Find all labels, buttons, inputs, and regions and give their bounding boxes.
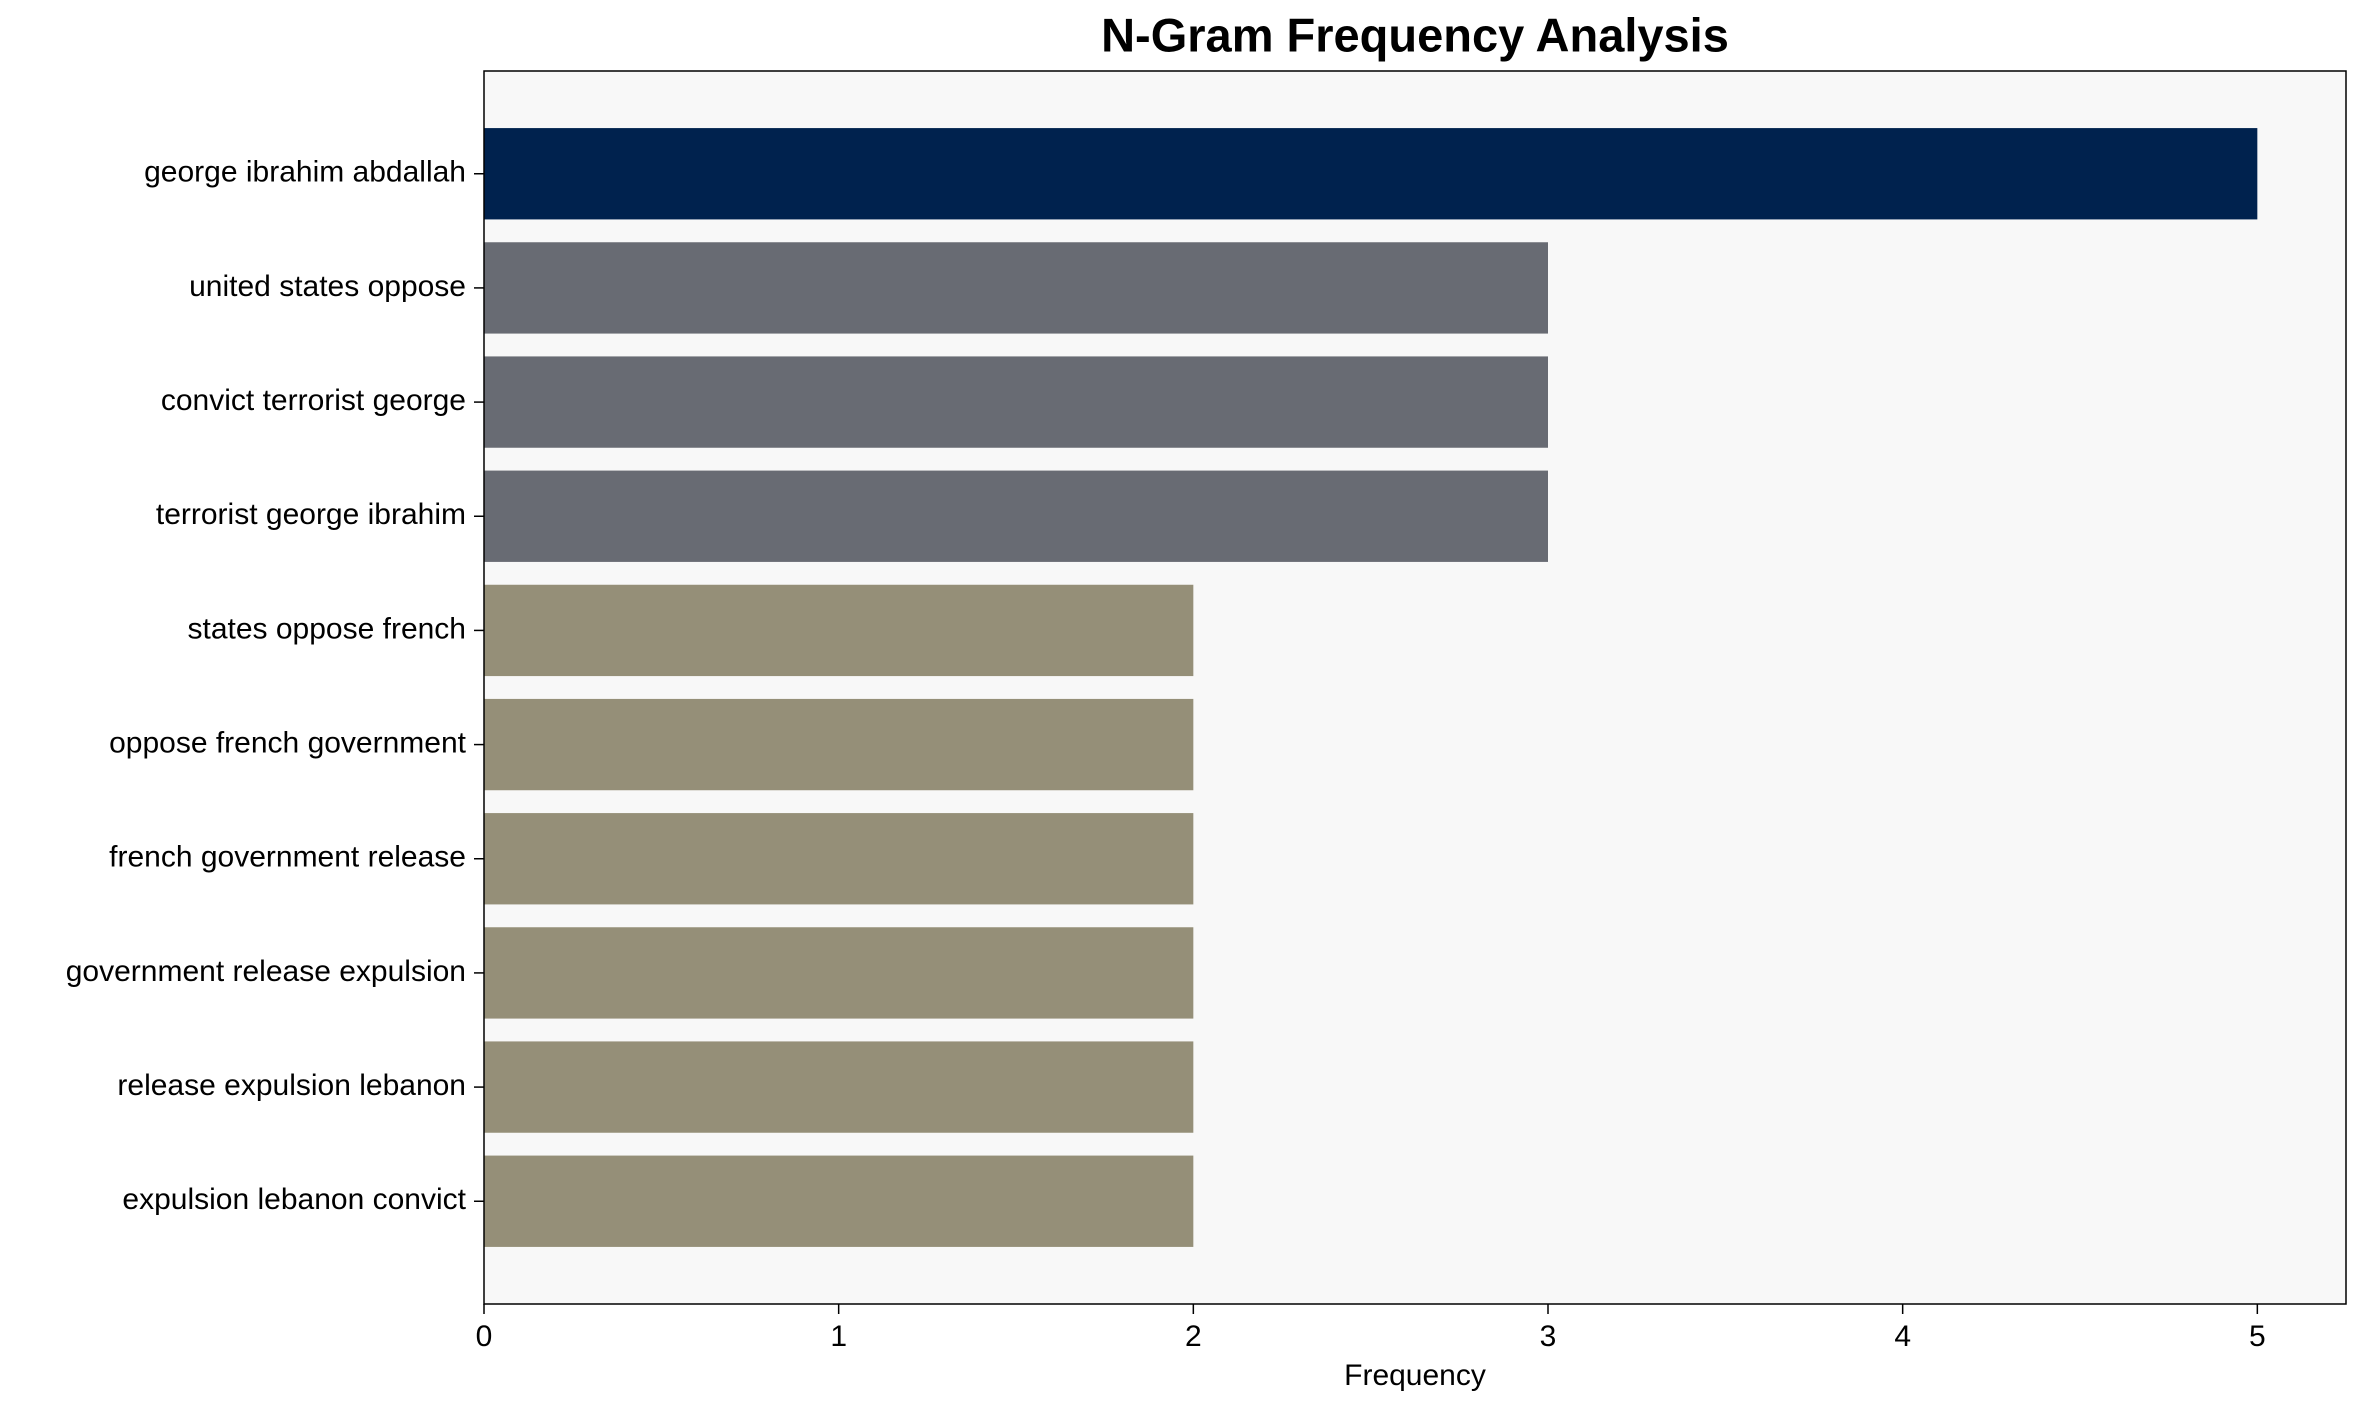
x-tick-label: 3: [1540, 1320, 1557, 1353]
x-axis-label: Frequency: [1344, 1359, 1486, 1392]
y-tick-label: french government release: [109, 841, 466, 874]
y-tick-label: oppose french government: [109, 727, 467, 760]
bar: [484, 698, 1194, 791]
y-tick-label: government release expulsion: [66, 955, 466, 988]
y-tick-label: convict terrorist george: [161, 384, 466, 417]
x-tick-label: 4: [1894, 1320, 1911, 1353]
bar: [484, 356, 1548, 448]
y-tick-label: states oppose french: [187, 612, 466, 645]
bar: [484, 927, 1194, 1019]
bar: [484, 128, 2258, 220]
bar: [484, 1041, 1194, 1133]
bar: [484, 1155, 1194, 1247]
y-tick-label: united states oppose: [189, 270, 466, 303]
plot-frame: [483, 70, 2347, 1305]
x-tick-label: 1: [830, 1320, 847, 1353]
chart-title: N-Gram Frequency Analysis: [1101, 8, 1729, 61]
x-tick-label: 2: [1185, 1320, 1202, 1353]
bar: [484, 470, 1548, 562]
y-tick-label: george ibrahim abdallah: [144, 156, 466, 189]
bar: [484, 242, 1548, 334]
y-tick-label: terrorist george ibrahim: [156, 498, 466, 531]
y-tick-label: expulsion lebanon convict: [122, 1183, 466, 1216]
bar: [484, 584, 1194, 677]
x-tick-label: 0: [476, 1320, 493, 1353]
x-tick-label: 5: [2249, 1320, 2266, 1353]
bar: [484, 813, 1194, 905]
y-tick-label: release expulsion lebanon: [117, 1069, 466, 1102]
